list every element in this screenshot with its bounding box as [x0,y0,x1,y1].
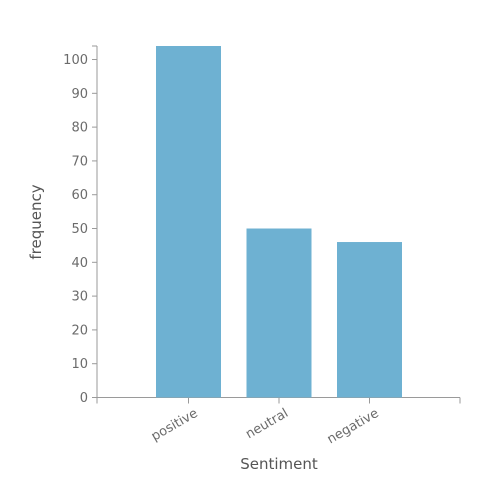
y-tick-label: 50 [71,222,88,237]
x-tick-label-negative: negative [325,406,382,447]
bars-group [156,46,402,398]
x-tick-label-positive: positive [149,406,201,444]
y-tick-label: 10 [71,357,88,372]
bar-neutral [246,228,312,398]
y-axis-title: frequency [27,184,45,259]
y-tick-label: 40 [71,256,88,271]
bar-negative [337,242,402,398]
y-tick-label: 100 [63,53,88,68]
y-tick-label: 0 [80,391,88,406]
y-tick-label: 70 [71,154,88,169]
bar-positive [156,46,221,398]
y-tick-label: 90 [71,87,88,102]
y-tick-label: 30 [71,290,88,305]
y-axis: 0 10 20 30 40 50 60 70 80 90 100 [63,45,98,406]
x-axis-title: Sentiment [240,455,318,473]
y-tick-label: 20 [71,323,88,338]
x-tick-label-neutral: neutral [243,406,291,442]
y-tick-label: 60 [71,188,88,203]
x-axis: positive neutral negative [96,397,461,447]
y-tick-label: 80 [71,121,88,136]
